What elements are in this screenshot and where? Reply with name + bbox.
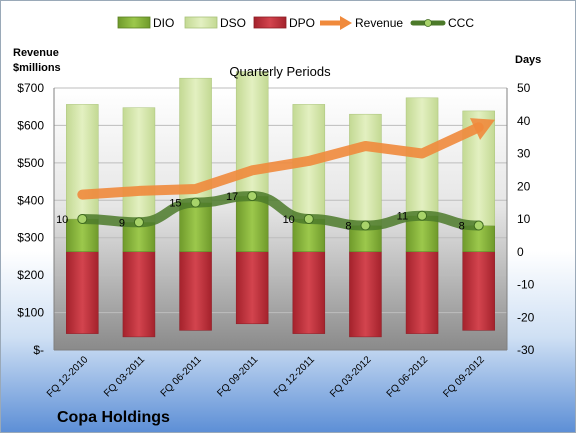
category-label: FQ 09-2011 — [215, 354, 260, 399]
dpo-bar — [66, 251, 99, 334]
revenue-arrow-head — [470, 118, 496, 140]
left-tick-label: $- — [33, 343, 44, 357]
ccc-data-label: 15 — [169, 198, 181, 210]
ccc-data-label: 11 — [397, 211, 408, 223]
ccc-marker — [303, 214, 314, 224]
legend-swatch-revenue-head — [340, 16, 352, 30]
ccc-data-label: 9 — [119, 217, 125, 229]
right-tick-label: 30 — [517, 147, 531, 161]
right-tick-label: 40 — [517, 114, 531, 128]
left-tick-label: $100 — [17, 306, 44, 320]
left-axis-label-line1: Revenue — [13, 47, 59, 59]
category-label: FQ 03-2012 — [328, 354, 374, 400]
right-tick-label: -10 — [517, 278, 535, 292]
ccc-marker — [473, 220, 484, 231]
dio-bar — [179, 202, 212, 252]
legend-label-dio: DIO — [153, 16, 174, 30]
dpo-bar — [179, 251, 212, 331]
legend-label-ccc: CCC — [448, 16, 474, 30]
right-tick-label: -30 — [517, 343, 535, 357]
dpo-bar — [349, 251, 382, 338]
dio-bar — [66, 218, 99, 252]
left-tick-label: $200 — [17, 268, 44, 282]
left-tick-label: $600 — [17, 118, 44, 132]
category-label: FQ 06-2011 — [159, 354, 204, 399]
ccc-marker — [360, 220, 371, 231]
left-tick-label: $300 — [17, 231, 44, 245]
ccc-marker — [247, 191, 258, 202]
dpo-bar — [405, 251, 439, 334]
right-axis-label: Days — [515, 54, 541, 66]
legend-label-dpo: DPO — [289, 16, 315, 30]
legend-label-dso: DSO — [220, 16, 246, 30]
right-tick-label: 10 — [517, 212, 531, 226]
dso-bar — [122, 107, 156, 223]
right-tick-label: 20 — [517, 179, 531, 193]
category-label: FQ 06-2012 — [385, 354, 431, 400]
category-label: FQ 12-2010 — [45, 354, 91, 400]
ccc-marker — [190, 197, 201, 208]
revenue-line — [77, 122, 484, 200]
ccc-data-label: 8 — [345, 221, 351, 233]
left-tick-label: $500 — [17, 156, 44, 170]
dpo-bar — [292, 251, 326, 334]
legend-swatch-dso — [184, 16, 218, 29]
dio-bar — [405, 215, 439, 253]
dpo-bar — [462, 251, 495, 331]
dio-bar — [235, 195, 269, 252]
dpo-bar — [235, 251, 269, 325]
dso-bar — [66, 104, 99, 220]
ccc-marker — [133, 217, 144, 228]
category-label: FQ 09-2012 — [441, 354, 487, 400]
ccc-marker — [77, 214, 88, 224]
ccc-data-label: 10 — [283, 214, 295, 226]
right-tick-label: 0 — [517, 245, 524, 259]
legend-swatch-ccc-marker — [424, 19, 432, 27]
right-tick-label: 50 — [517, 81, 531, 95]
ccc-data-label: 10 — [56, 214, 68, 226]
legend-label-revenue: Revenue — [355, 16, 403, 30]
category-label: FQ 03-2011 — [102, 354, 147, 399]
dso-bar — [349, 113, 382, 226]
legend-swatch-dpo — [253, 16, 287, 29]
chart-title: Quarterly Periods — [229, 64, 331, 79]
bars — [66, 71, 495, 338]
left-tick-label: $700 — [17, 81, 44, 95]
ccc-data-label: 17 — [226, 191, 238, 203]
left-tick-label: $400 — [17, 193, 44, 207]
right-tick-label: -20 — [517, 310, 535, 324]
lines: 10 9 15 17 10 8 11 8 — [56, 118, 496, 233]
ccc-data-label: 8 — [459, 221, 465, 233]
company-name: Copa Holdings — [57, 409, 170, 426]
dpo-bar — [122, 251, 156, 338]
category-label: FQ 12-2011 — [272, 354, 317, 399]
ccc-marker — [417, 210, 428, 221]
legend: DIO DSO DPO Revenue CCC — [117, 16, 474, 30]
left-axis-label-line2: $millions — [13, 62, 61, 74]
legend-swatch-dio — [117, 16, 151, 29]
